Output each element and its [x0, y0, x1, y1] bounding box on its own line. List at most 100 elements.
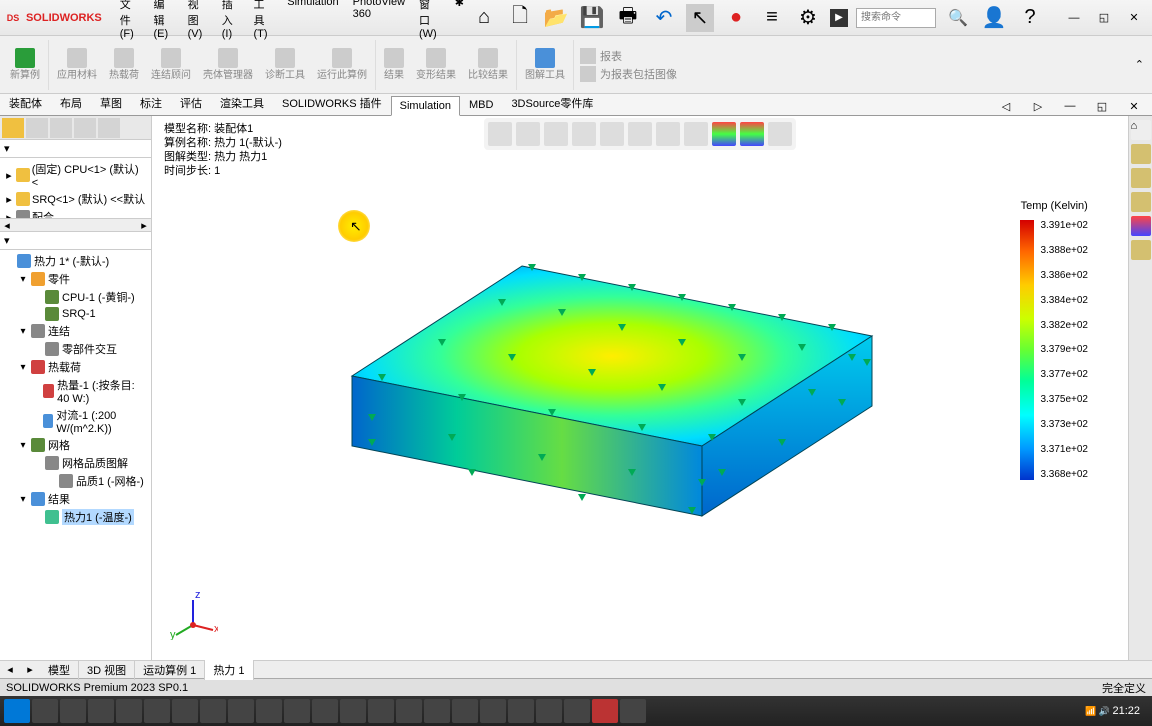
new-doc-icon[interactable]: 🗋	[506, 4, 534, 32]
sim-tree-item[interactable]: ▾连结	[2, 322, 149, 340]
ribbon-new-study[interactable]: 新算例	[4, 38, 46, 92]
tb-app8-icon[interactable]	[312, 699, 338, 723]
print-icon[interactable]: 🖶	[614, 4, 642, 32]
vp-screen-icon[interactable]	[768, 122, 792, 146]
ribbon-diagnose[interactable]: 诊断工具	[259, 38, 311, 92]
vp-zoom-icon[interactable]	[488, 122, 512, 146]
sim-tree-item[interactable]: 热量-1 (:按条目: 40 W:)	[2, 376, 149, 406]
ribbon-shell[interactable]: 壳体管理器	[197, 38, 259, 92]
rp-home-icon[interactable]: ⌂	[1131, 120, 1151, 140]
options-icon[interactable]: ≡	[758, 4, 786, 32]
sim-tree-item[interactable]: 品质1 (-网格-)	[2, 472, 149, 490]
ribbon-material[interactable]: 应用材料	[51, 38, 103, 92]
vp-disp-icon[interactable]	[600, 122, 624, 146]
viewport[interactable]: 模型名称: 装配体1 算例名称: 热力 1(-默认-) 图解类型: 热力 热力1…	[152, 116, 1128, 660]
ribbon-run[interactable]: 运行此算例	[311, 38, 373, 92]
tab-annotate[interactable]: 标注	[131, 91, 171, 115]
rp-lib2-icon[interactable]	[1131, 168, 1151, 188]
rp-lib1-icon[interactable]	[1131, 144, 1151, 164]
tb-app15-icon[interactable]	[508, 699, 534, 723]
sim-tree-item[interactable]: ▾网格	[2, 436, 149, 454]
sim-tree-item[interactable]: 热力 1* (-默认-)	[2, 252, 149, 270]
btab-thermal[interactable]: 热力 1	[205, 660, 253, 680]
tb-app16-icon[interactable]	[536, 699, 562, 723]
open-icon[interactable]: 📂	[542, 4, 570, 32]
btab-model[interactable]: 模型	[40, 660, 79, 680]
tb-app2-icon[interactable]	[144, 699, 170, 723]
tb-app3-icon[interactable]	[172, 699, 198, 723]
sb-filter-icon[interactable]	[74, 118, 96, 138]
sim-tree-item[interactable]: SRQ-1	[2, 306, 149, 322]
sim-tree-item[interactable]: 热力1 (-温度-)	[2, 508, 149, 526]
vp-next-icon[interactable]: ▷	[1024, 96, 1052, 116]
sb-display-icon[interactable]	[50, 118, 72, 138]
tree-item-mates[interactable]: ▸配合	[2, 208, 149, 218]
tab-simulation[interactable]: Simulation	[391, 96, 460, 116]
sb-dropdown-icon[interactable]: ▾	[4, 142, 10, 155]
ribbon-report[interactable]: 报表	[600, 48, 622, 64]
coordinate-triad-icon[interactable]: x y z	[168, 590, 218, 640]
ribbon-compare[interactable]: 比较结果	[462, 38, 514, 92]
vp-eye-icon[interactable]	[684, 122, 708, 146]
vp-edit-icon[interactable]	[656, 122, 680, 146]
user-icon[interactable]: 👤	[980, 4, 1008, 32]
sim-dropdown-icon[interactable]: ▾	[4, 234, 10, 247]
tree-item-cpu[interactable]: ▸(固定) CPU<1> (默认) <	[2, 160, 149, 190]
settings-icon[interactable]: ⚙	[794, 4, 822, 32]
tb-app9-icon[interactable]	[340, 699, 366, 723]
tb-sw-icon[interactable]	[592, 699, 618, 723]
vp-appear-icon[interactable]	[712, 122, 736, 146]
sim-tree-item[interactable]: CPU-1 (-黄铜-)	[2, 288, 149, 306]
rebuild-icon[interactable]: ●	[722, 4, 750, 32]
tab-sketch[interactable]: 草图	[91, 91, 131, 115]
vp-min-icon[interactable]: —	[1056, 96, 1084, 116]
vp-hide-icon[interactable]	[628, 122, 652, 146]
tab-render[interactable]: 渲染工具	[211, 91, 273, 115]
sim-tree-item[interactable]: 网格品质图解	[2, 454, 149, 472]
macro-icon[interactable]: ▶	[830, 9, 848, 27]
vp-prev-icon[interactable]: ◁	[992, 96, 1020, 116]
tb-app11-icon[interactable]	[396, 699, 422, 723]
btab-3dview[interactable]: 3D 视图	[79, 660, 135, 680]
vp-fit-icon[interactable]	[516, 122, 540, 146]
search-icon[interactable]: 🔍	[944, 4, 972, 32]
search-input[interactable]	[856, 8, 936, 28]
select-icon[interactable]: ↖	[686, 4, 714, 32]
tab-evaluate[interactable]: 评估	[171, 91, 211, 115]
tb-app7-icon[interactable]	[284, 699, 310, 723]
tb-app6-icon[interactable]	[256, 699, 282, 723]
tb-app10-icon[interactable]	[368, 699, 394, 723]
btab-next-icon[interactable]: ▸	[20, 663, 40, 676]
tab-3dsource[interactable]: 3DSource零件库	[502, 91, 602, 115]
tb-app17-icon[interactable]	[564, 699, 590, 723]
ribbon-connections[interactable]: 连结顾问	[145, 38, 197, 92]
tb-app5-icon[interactable]	[228, 699, 254, 723]
start-button[interactable]	[4, 699, 30, 723]
ribbon-thermal-load[interactable]: 热载荷	[103, 38, 145, 92]
rp-lib3-icon[interactable]	[1131, 192, 1151, 212]
ribbon-plot-tools[interactable]: 图解工具	[519, 38, 571, 92]
tb-explorer-icon[interactable]	[88, 699, 114, 723]
ribbon-include-image[interactable]: 为报表包括图像	[600, 66, 677, 82]
tb-app4-icon[interactable]	[200, 699, 226, 723]
sb-hscroll[interactable]: ◂▸	[0, 218, 151, 232]
undo-icon[interactable]: ↶	[650, 4, 678, 32]
sim-tree-item[interactable]: ▾热载荷	[2, 358, 149, 376]
sb-config-icon[interactable]	[26, 118, 48, 138]
vp-scene-icon[interactable]	[740, 122, 764, 146]
tb-app12-icon[interactable]	[424, 699, 450, 723]
vp-max-icon[interactable]: ◱	[1088, 96, 1116, 116]
tb-app13-icon[interactable]	[452, 699, 478, 723]
sb-tree-icon[interactable]	[2, 118, 24, 138]
vp-close-icon[interactable]: ✕	[1120, 96, 1148, 116]
minimize-button[interactable]: —	[1060, 8, 1088, 28]
tab-mbd[interactable]: MBD	[460, 95, 502, 115]
save-icon[interactable]: 💾	[578, 4, 606, 32]
sim-tree-item[interactable]: ▾零件	[2, 270, 149, 288]
ribbon-results[interactable]: 结果	[378, 38, 410, 92]
sim-tree-item[interactable]: 零部件交互	[2, 340, 149, 358]
tb-edge-icon[interactable]	[32, 699, 58, 723]
tb-app18-icon[interactable]	[620, 699, 646, 723]
tb-app14-icon[interactable]	[480, 699, 506, 723]
help-icon[interactable]: ?	[1016, 4, 1044, 32]
